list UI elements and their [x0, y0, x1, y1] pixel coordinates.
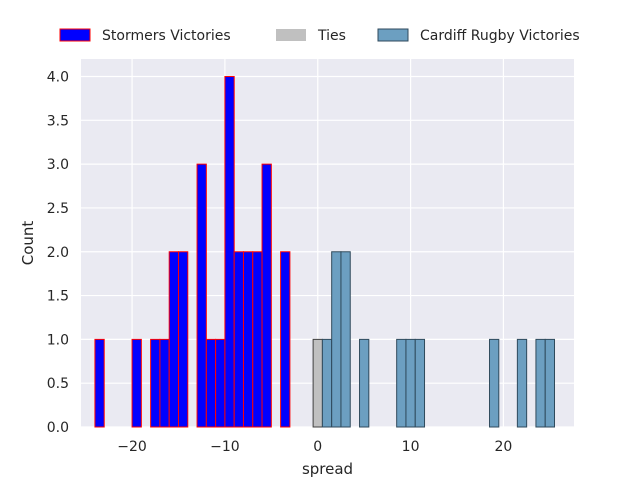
legend-label: Cardiff Rugby Victories — [420, 28, 580, 44]
bar-stormers-victories — [196, 163, 207, 428]
legend: Stormers Victories Ties Cardiff Rugby Vict… — [59, 28, 580, 44]
legend-label: Stormers Victories — [102, 28, 231, 44]
x-tick-label: 10 — [402, 439, 420, 455]
y-axis-label: Count — [19, 221, 37, 266]
bars — [94, 76, 556, 428]
bar-cardiff-rugby-victories — [331, 251, 342, 428]
legend-entry: Stormers Victories — [59, 28, 231, 44]
y-tick-label: 1.0 — [47, 332, 69, 348]
x-tick-label: −10 — [210, 439, 240, 455]
legend-entry: Cardiff Rugby Victories — [377, 28, 580, 44]
bar-ties — [312, 338, 323, 428]
bar-cardiff-rugby-victories — [544, 338, 556, 428]
legend-entry: Ties — [276, 28, 346, 44]
bar-stormers-victories — [94, 338, 105, 428]
legend-swatch — [377, 28, 409, 42]
y-tick-label: 2.0 — [47, 245, 69, 261]
bar-stormers-victories — [233, 251, 244, 428]
y-tick-label: 4.0 — [47, 70, 69, 86]
y-tick-label: 3.0 — [47, 157, 69, 173]
legend-label: Ties — [317, 28, 346, 44]
bar-stormers-victories — [215, 338, 226, 428]
bar-cardiff-rugby-victories — [321, 338, 333, 428]
bar-stormers-victories — [261, 163, 272, 428]
bar-stormers-victories — [280, 251, 291, 428]
bar-stormers-victories — [131, 338, 142, 428]
bar-stormers-victories — [252, 251, 263, 428]
bar-stormers-victories — [224, 76, 235, 428]
bar-cardiff-rugby-victories — [405, 338, 416, 428]
y-tick-label: 1.5 — [47, 289, 69, 305]
bar-cardiff-rugby-victories — [414, 338, 426, 428]
legend-swatch — [276, 29, 306, 41]
bar-stormers-victories — [159, 338, 170, 428]
x-tick-label: −20 — [117, 439, 147, 455]
bar-stormers-victories — [168, 251, 179, 428]
x-axis-ticks: −20 −10 0 10 20 — [117, 439, 512, 455]
bar-stormers-victories — [205, 338, 217, 428]
x-axis-label: spread — [302, 460, 353, 478]
y-tick-label: 0.5 — [47, 376, 69, 392]
legend-swatch — [59, 28, 91, 42]
y-tick-label: 0.0 — [47, 420, 69, 436]
bar-cardiff-rugby-victories — [359, 338, 370, 428]
bar-stormers-victories — [242, 251, 254, 428]
y-tick-label: 2.5 — [47, 201, 69, 217]
bar-cardiff-rugby-victories — [396, 338, 407, 428]
y-tick-label: 3.5 — [47, 113, 69, 129]
bar-stormers-victories — [177, 251, 189, 428]
x-tick-label: 20 — [495, 439, 513, 455]
bar-cardiff-rugby-victories — [489, 338, 500, 428]
bar-cardiff-rugby-victories — [340, 251, 351, 428]
y-axis-ticks: 0.0 0.5 1.0 1.5 2.0 2.5 3.0 3.5 4.0 — [47, 70, 69, 436]
bar-stormers-victories — [150, 338, 161, 428]
x-tick-label: 0 — [313, 439, 322, 455]
bar-cardiff-rugby-victories — [535, 338, 546, 428]
bar-cardiff-rugby-victories — [516, 338, 528, 428]
